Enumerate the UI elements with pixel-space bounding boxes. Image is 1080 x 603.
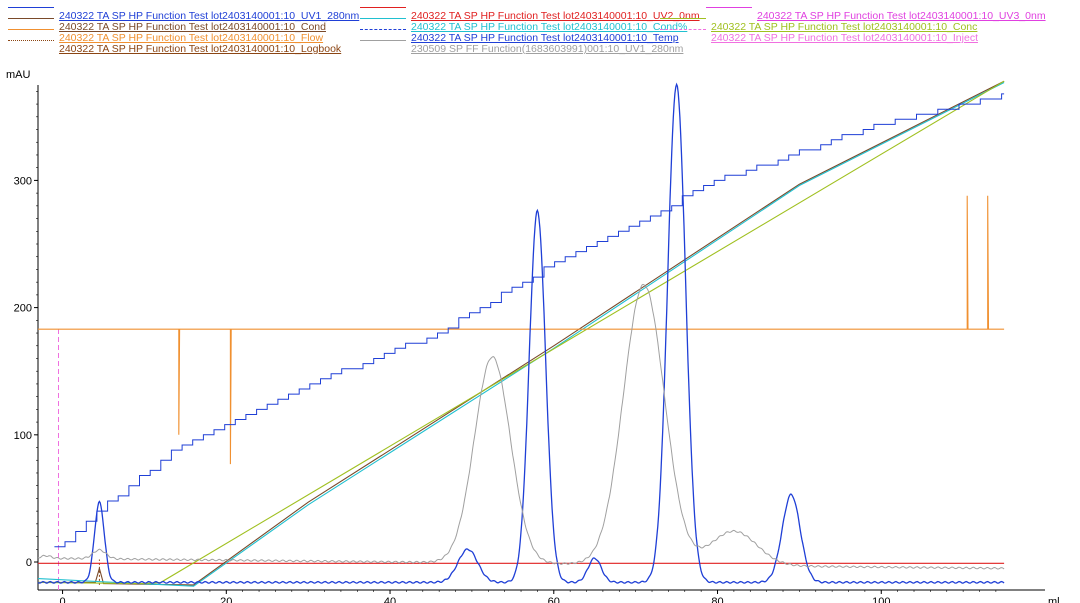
legend-label: 240322 TA SP HP Function Test lot2403140… [59,10,360,22]
legend-swatch [360,18,406,19]
legend-label: 240322 TA SP HP Function Test lot2403140… [411,10,700,22]
series-3603991-001-10-uv1-280nm [37,283,1005,570]
series-t2403140001-10-uv1-280nm [37,82,1005,584]
y-axis-label: mAU [6,69,31,81]
legend-label: 240322 TA SP HP Function Test lot2403140… [59,32,324,44]
series-st-lot2403140001-10-temp [54,93,1005,548]
legend-label: 240322 TA SP HP Function Test lot2403140… [711,32,978,44]
legend-swatch [360,29,406,30]
series-st-lot2403140001-10-flow [38,195,1005,465]
x-tick-label: 20 [220,596,232,603]
y-tick-label: 0 [26,557,32,569]
x-tick-label: 40 [384,596,396,603]
legend-swatch [8,29,54,30]
legend-swatch [360,40,406,41]
series-st-lot2403140001-10-conc [37,80,1005,585]
legend-label: 240322 TA SP HP Function Test lot2403140… [711,21,978,33]
legend-swatch [660,29,706,30]
legend-swatch [706,7,752,8]
legend-swatch [660,18,706,19]
legend-label: 240322 TA SP HP Function Test lot2403140… [411,32,679,44]
x-axis-label: ml [1048,596,1060,603]
y-tick-label: 100 [14,430,32,442]
x-tick-label: 60 [548,596,560,603]
legend-label: 240322 TA SP HP Function Test lot2403140… [59,43,342,55]
y-tick-label: 300 [14,175,32,187]
x-tick-label: 100 [872,596,890,603]
series-t-lot2403140001-10-cond- [37,82,1005,587]
axes: 0 100 200 300 0 20 40 60 80 100 mAU ml [6,69,1060,603]
legend-label: 240322 TA SP HP Function Test lot2403140… [411,21,688,33]
x-tick-label: 80 [711,596,723,603]
legend-swatch [360,7,406,8]
legend-swatch [8,40,54,41]
y-tick-label: 200 [14,303,32,315]
x-tick-label: 0 [59,596,65,603]
legend-label: 240322 TA SP HP Function Test lot2403140… [757,10,1046,22]
legend-label: 240322 TA SP HP Function Test lot2403140… [59,21,326,33]
series-st-lot2403140001-10-cond [38,80,1005,586]
legend-label: 230509 SP FF Function(1683603991)001:10_… [411,43,684,55]
series-layer [37,80,1005,590]
legend-swatch [8,7,54,8]
chart-legend: 240322 TA SP HP Function Test lot2403140… [0,0,1080,56]
legend-swatch [8,18,54,19]
